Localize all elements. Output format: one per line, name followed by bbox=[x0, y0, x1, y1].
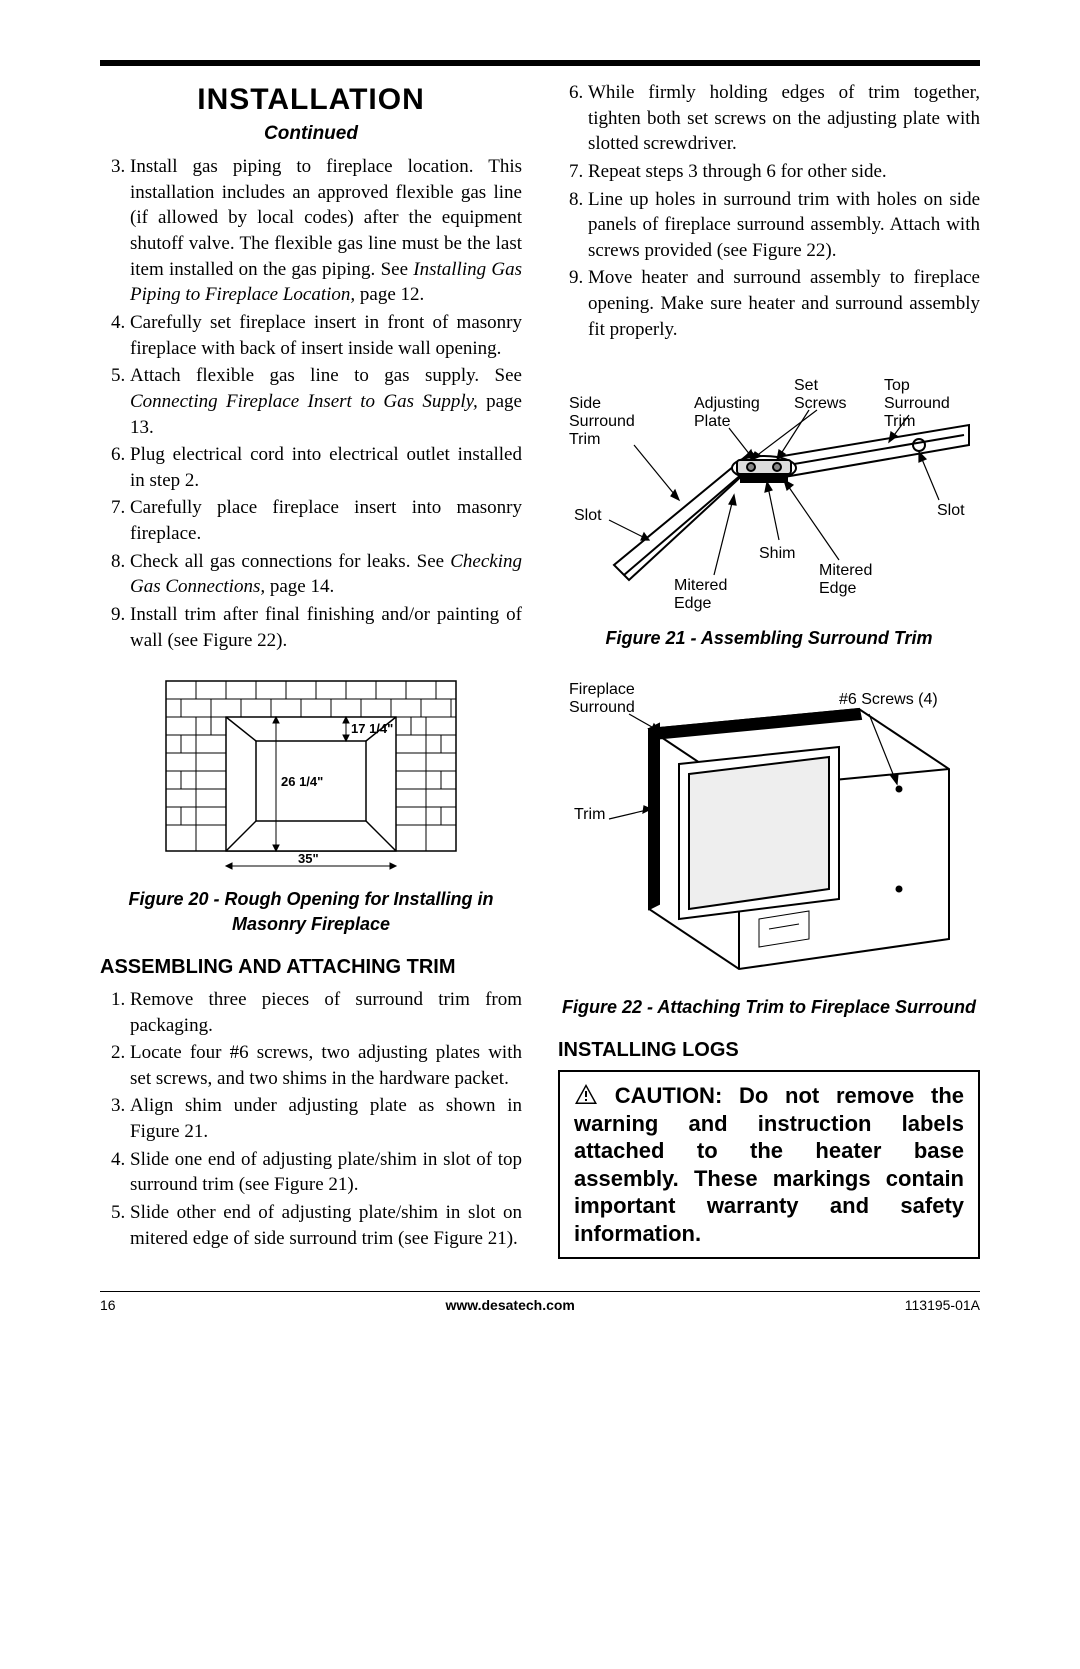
step-item: Align shim under adjusting plate as show… bbox=[130, 1093, 522, 1144]
footer-url: www.desatech.com bbox=[445, 1296, 574, 1315]
fig20-dim-h: 17 1/4" bbox=[351, 721, 393, 736]
fig21-lbl-set-screws: SetScrews bbox=[794, 377, 846, 412]
fig21-lbl-mitered-l: MiteredEdge bbox=[674, 577, 727, 612]
fig20-caption: Figure 20 - Rough Opening for Installing… bbox=[100, 887, 522, 936]
left-column: INSTALLATION Continued Install gas pipin… bbox=[100, 80, 522, 1259]
step-item: Line up holes in surround trim with hole… bbox=[588, 187, 980, 264]
caution-text: CAUTION: Do not remove the warning and i… bbox=[574, 1083, 964, 1246]
step-item: Check all gas connections for leaks. See… bbox=[130, 549, 522, 600]
page-footer: 16 www.desatech.com 113195-01A bbox=[100, 1291, 980, 1315]
step-item: Install gas piping to fireplace location… bbox=[130, 154, 522, 308]
fig22-caption: Figure 22 - Attaching Trim to Fireplace … bbox=[558, 995, 980, 1019]
fig21-lbl-slot-l: Slot bbox=[574, 507, 602, 524]
page-columns: INSTALLATION Continued Install gas pipin… bbox=[100, 80, 980, 1259]
footer-docnum: 113195-01A bbox=[905, 1296, 980, 1315]
fig22-lbl-trim: Trim bbox=[574, 806, 605, 823]
step-item: While firmly holding edges of trim toget… bbox=[588, 80, 980, 157]
step-item: Slide other end of adjusting plate/shim … bbox=[130, 1200, 522, 1251]
step-item: Move heater and surround assembly to fir… bbox=[588, 265, 980, 342]
step-item: Locate four #6 screws, two adjusting pla… bbox=[130, 1040, 522, 1091]
caution-box: CAUTION: Do not remove the warning and i… bbox=[558, 1070, 980, 1259]
step-item: Attach flexible gas line to gas supply. … bbox=[130, 363, 522, 440]
fig22-lbl-screws: #6 Screws (4) bbox=[839, 691, 938, 708]
assemble-steps: Remove three pieces of surround trim fro… bbox=[100, 987, 522, 1251]
fig21-lbl-adj-plate: AdjustingPlate bbox=[694, 395, 760, 430]
fig21-lbl-side-trim: SideSurroundTrim bbox=[569, 395, 635, 448]
install-steps-left: Install gas piping to fireplace location… bbox=[100, 154, 522, 653]
fig20-dim-w: 35" bbox=[298, 851, 319, 866]
warning-icon bbox=[574, 1083, 598, 1105]
figure-21-svg: SideSurroundTrim AdjustingPlate SetScrew… bbox=[559, 360, 979, 620]
footer-page: 16 bbox=[100, 1296, 116, 1315]
step-item: Carefully set fireplace insert in front … bbox=[130, 310, 522, 361]
fig22-lbl-fp-surround: FireplaceSurround bbox=[569, 681, 635, 716]
subhead-assemble: ASSEMBLING AND ATTACHING TRIM bbox=[100, 954, 522, 981]
right-column: While firmly holding edges of trim toget… bbox=[558, 80, 980, 1259]
fig21-lbl-shim: Shim bbox=[759, 545, 795, 562]
fig21-lbl-mitered-r: MiteredEdge bbox=[819, 562, 872, 597]
section-heading: INSTALLATION bbox=[100, 80, 522, 121]
fig21-lbl-top-trim: TopSurroundTrim bbox=[884, 377, 950, 430]
step-item: Install trim after final finishing and/o… bbox=[130, 602, 522, 653]
fig21-lbl-slot-r: Slot bbox=[937, 502, 965, 519]
install-steps-right: While firmly holding edges of trim toget… bbox=[558, 80, 980, 342]
fig20-dim-v: 26 1/4" bbox=[281, 774, 323, 789]
continued-label: Continued bbox=[100, 121, 522, 147]
figure-20-svg: 17 1/4" 26 1/4" 35" bbox=[146, 671, 476, 881]
step-item: Repeat steps 3 through 6 for other side. bbox=[588, 159, 980, 185]
subhead-logs: INSTALLING LOGS bbox=[558, 1037, 980, 1064]
step-item: Slide one end of adjusting plate/shim in… bbox=[130, 1147, 522, 1198]
step-item: Carefully place fireplace insert into ma… bbox=[130, 495, 522, 546]
step-item: Remove three pieces of surround trim fro… bbox=[130, 987, 522, 1038]
step-item: Plug electrical cord into electrical out… bbox=[130, 442, 522, 493]
fig21-caption: Figure 21 - Assembling Surround Trim bbox=[558, 626, 980, 650]
figure-22-svg: FireplaceSurround #6 Screws (4) Trim bbox=[559, 669, 979, 989]
top-rule bbox=[100, 60, 980, 66]
